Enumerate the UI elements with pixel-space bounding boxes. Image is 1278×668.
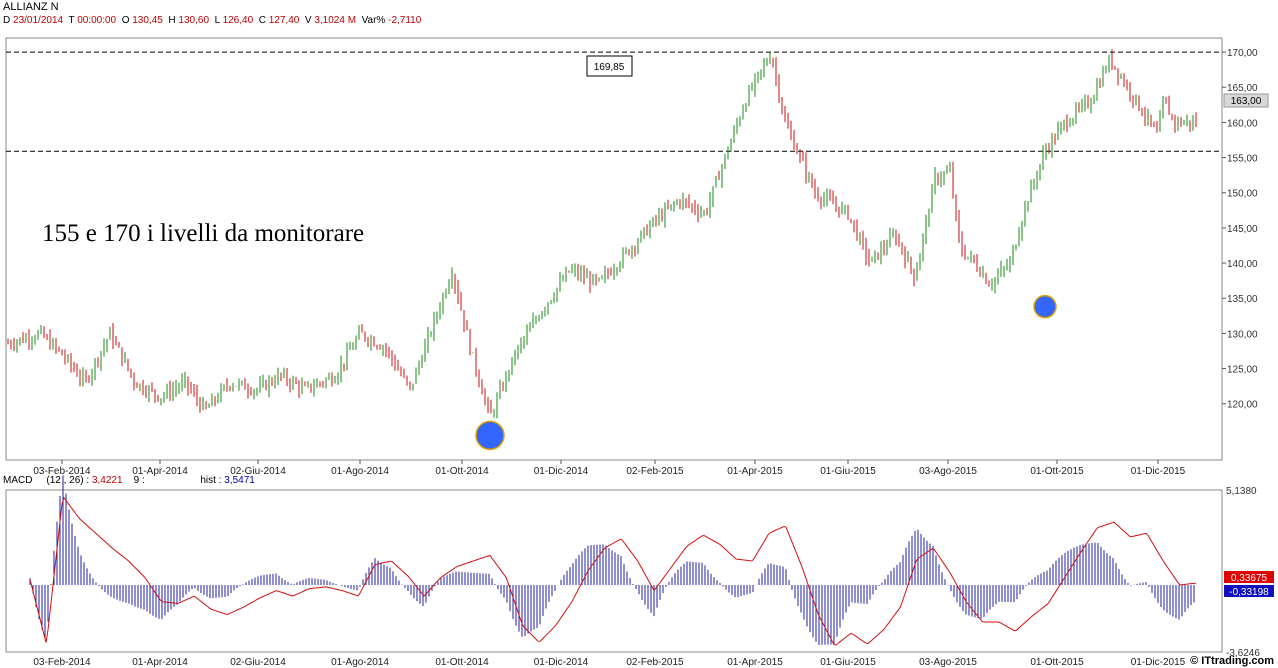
close-label: C bbox=[258, 15, 266, 26]
x-tick-label: 03-Feb-2014 bbox=[33, 466, 91, 477]
high-value: 130,60 bbox=[178, 15, 210, 26]
time-value: 00:00:00 bbox=[77, 15, 117, 26]
y-tick-label: 170,00 bbox=[1227, 48, 1258, 59]
macd-x-tick-label: 03-Feb-2014 bbox=[33, 657, 91, 668]
y-tick-label: 120,00 bbox=[1227, 400, 1258, 411]
var-value: -2,7110 bbox=[388, 15, 422, 26]
x-tick-label: 01-Ago-2014 bbox=[331, 466, 389, 477]
volume-value: 3,1024 M bbox=[314, 15, 357, 26]
chart-title: ALLIANZ N bbox=[3, 1, 59, 13]
x-tick-label: 02-Feb-2015 bbox=[626, 466, 684, 477]
x-tick-label: 02-Giu-2014 bbox=[230, 466, 286, 477]
macd-x-tick-label: 02-Giu-2014 bbox=[230, 657, 286, 668]
footer-credit: © ITtrading.com bbox=[1190, 655, 1274, 667]
x-tick-label: 01-Ott-2014 bbox=[435, 466, 489, 477]
volume-label: V bbox=[304, 15, 312, 26]
x-tick-label: 01-Dic-2015 bbox=[1131, 466, 1186, 477]
price-label-box bbox=[586, 55, 633, 77]
last-price-text: 163,00 bbox=[1231, 96, 1262, 107]
macd-last-text: 0,33675 bbox=[1231, 573, 1268, 584]
macd-x-tick-label: 01-Dic-2015 bbox=[1131, 657, 1186, 668]
low-value: 126,40 bbox=[222, 15, 254, 26]
y-tick-label: 130,00 bbox=[1227, 329, 1258, 340]
y-tick-label: 150,00 bbox=[1227, 189, 1258, 200]
last-price-box bbox=[1223, 93, 1269, 108]
y-tick-label: 125,00 bbox=[1227, 365, 1258, 376]
date-label: D bbox=[3, 15, 11, 26]
macd-x-tick-label: 01-Ott-2015 bbox=[1030, 657, 1084, 668]
open-value: 130,45 bbox=[132, 15, 163, 26]
macd-x-tick-label: 02-Feb-2015 bbox=[626, 657, 684, 668]
macd-y-tick-label: -3,6246 bbox=[1226, 648, 1260, 659]
hist-last-box bbox=[1224, 585, 1274, 597]
x-tick-label: 01-Giu-2015 bbox=[820, 466, 876, 477]
macd-params: (12 , 26) : bbox=[46, 475, 90, 486]
hist-label: hist : bbox=[200, 475, 222, 486]
macd-signal-period: 9 : bbox=[133, 475, 145, 486]
price-label-text: 169,85 bbox=[594, 62, 625, 73]
low-marker-circle bbox=[475, 420, 505, 451]
y-tick-label: 160,00 bbox=[1227, 118, 1258, 129]
price-panel-frame bbox=[5, 37, 1223, 461]
close-value: 127,40 bbox=[268, 15, 300, 26]
time-label: T bbox=[68, 15, 75, 26]
annotation-text: 155 e 170 i livelli da monitorare bbox=[42, 220, 365, 247]
x-tick-label: 03-Ago-2015 bbox=[919, 466, 977, 477]
macd-value: 3,4221 bbox=[91, 475, 123, 486]
macd-label: MACD bbox=[3, 475, 33, 486]
y-tick-label: 165,00 bbox=[1227, 83, 1258, 94]
y-tick-label: 135,00 bbox=[1227, 294, 1258, 305]
macd-last-box bbox=[1224, 571, 1274, 583]
macd-x-tick-label: 01-Dic-2014 bbox=[534, 657, 589, 668]
hist-last-text: -0,33198 bbox=[1229, 587, 1269, 598]
macd-y-tick-label: 5,1380 bbox=[1226, 486, 1257, 497]
y-tick-label: 155,00 bbox=[1227, 154, 1258, 165]
y-tick-label: 140,00 bbox=[1227, 259, 1258, 270]
macd-info-bar: MACD (12 , 26) : 3,4221 9 : hist : 3,547… bbox=[3, 475, 255, 486]
macd-x-tick-label: 01-Giu-2015 bbox=[820, 657, 876, 668]
high-label: H bbox=[168, 15, 176, 26]
date-value: 23/01/2014 bbox=[13, 15, 64, 26]
macd-x-tick-label: 01-Apr-2015 bbox=[727, 657, 783, 668]
open-label: O bbox=[121, 15, 130, 26]
hist-value: 3,5471 bbox=[224, 475, 255, 486]
x-tick-label: 01-Ott-2015 bbox=[1030, 466, 1084, 477]
macd-x-tick-label: 03-Ago-2015 bbox=[919, 657, 977, 668]
x-tick-label: 01-Apr-2014 bbox=[132, 466, 188, 477]
macd-x-tick-label: 01-Ott-2014 bbox=[435, 657, 489, 668]
low-label: L bbox=[214, 15, 220, 26]
low-marker-circle bbox=[1033, 294, 1057, 319]
macd-panel-frame bbox=[5, 489, 1223, 653]
var-label: Var% bbox=[361, 15, 386, 26]
macd-line bbox=[29, 496, 1197, 646]
macd-x-tick-label: 01-Ago-2014 bbox=[331, 657, 389, 668]
x-tick-label: 01-Apr-2015 bbox=[727, 466, 783, 477]
y-tick-label: 145,00 bbox=[1227, 224, 1258, 235]
x-tick-label: 01-Dic-2014 bbox=[534, 466, 589, 477]
ohlc-info-bar: D 23/01/2014 T 00:00:00 O 130,45 H 130,6… bbox=[3, 15, 421, 26]
macd-x-tick-label: 01-Apr-2014 bbox=[132, 657, 188, 668]
